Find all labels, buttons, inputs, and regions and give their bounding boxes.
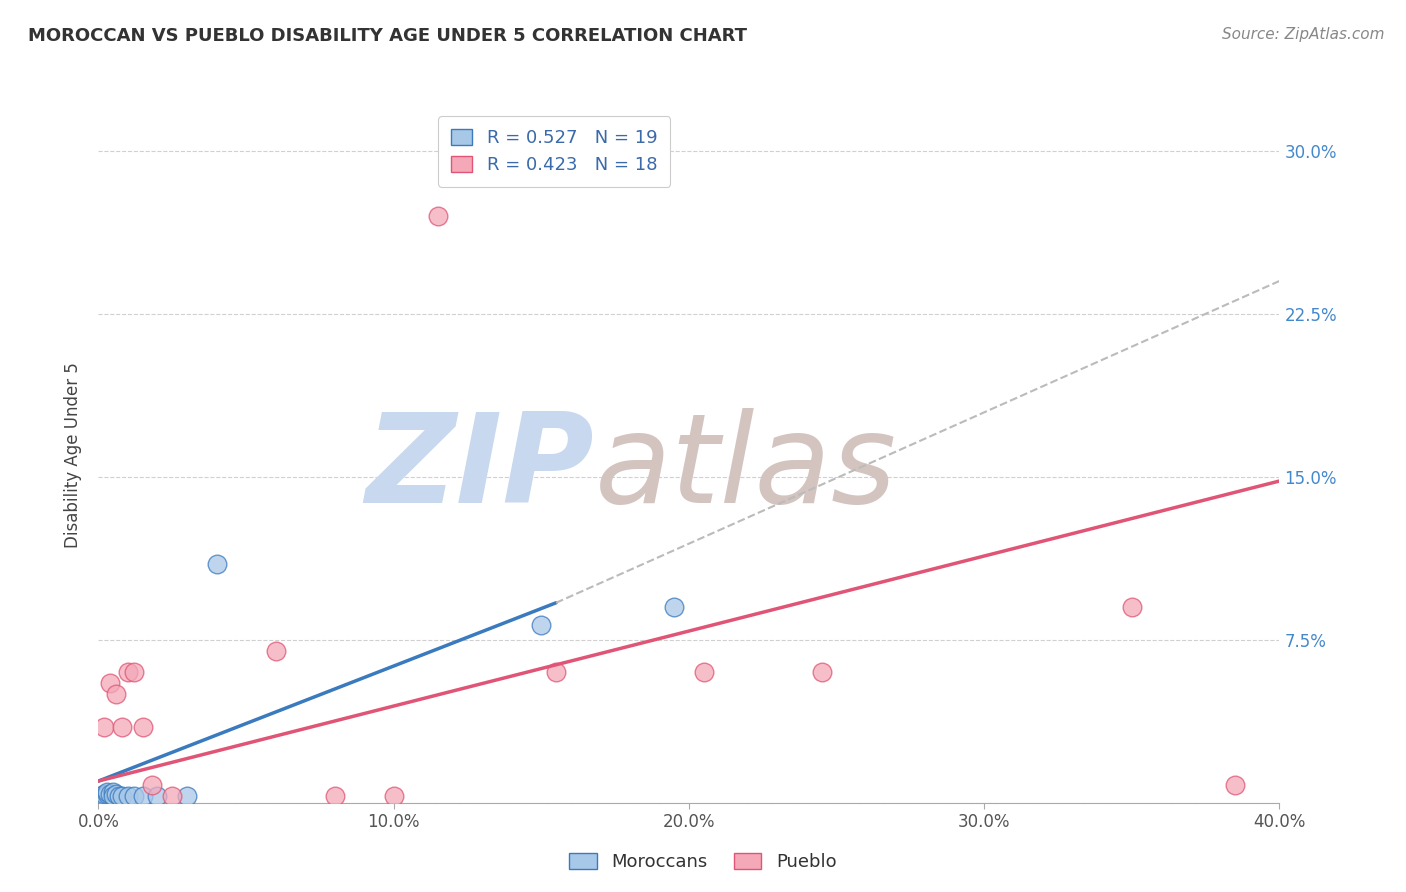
Point bbox=[323, 789, 346, 804]
Point bbox=[117, 665, 139, 680]
Text: atlas: atlas bbox=[595, 409, 897, 529]
Point bbox=[98, 787, 121, 801]
Point bbox=[810, 665, 832, 680]
Point bbox=[96, 785, 118, 799]
Point bbox=[111, 720, 134, 734]
Point bbox=[427, 209, 450, 223]
Point bbox=[176, 789, 198, 804]
Point bbox=[93, 789, 115, 804]
Point bbox=[122, 789, 145, 804]
Point bbox=[93, 720, 115, 734]
Point bbox=[664, 600, 686, 615]
Point bbox=[108, 789, 131, 804]
Point bbox=[117, 789, 139, 804]
Point bbox=[146, 789, 169, 804]
Point bbox=[103, 789, 125, 804]
Point bbox=[264, 643, 287, 657]
Legend: R = 0.527   N = 19, R = 0.423   N = 18: R = 0.527 N = 19, R = 0.423 N = 18 bbox=[439, 116, 671, 187]
Point bbox=[93, 787, 115, 801]
Point bbox=[105, 787, 128, 801]
Legend: Moroccans, Pueblo: Moroccans, Pueblo bbox=[562, 846, 844, 879]
Point bbox=[96, 787, 118, 801]
Y-axis label: Disability Age Under 5: Disability Age Under 5 bbox=[65, 362, 83, 548]
Point bbox=[122, 665, 145, 680]
Text: Source: ZipAtlas.com: Source: ZipAtlas.com bbox=[1222, 27, 1385, 42]
Point bbox=[546, 665, 568, 680]
Point bbox=[105, 687, 128, 701]
Point bbox=[205, 557, 228, 571]
Point bbox=[1121, 600, 1143, 615]
Point bbox=[382, 789, 405, 804]
Point bbox=[132, 720, 155, 734]
Point bbox=[1223, 778, 1246, 792]
Point bbox=[132, 789, 155, 804]
Point bbox=[530, 617, 553, 632]
Point bbox=[98, 676, 121, 690]
Point bbox=[141, 778, 163, 792]
Point bbox=[111, 789, 134, 804]
Text: MOROCCAN VS PUEBLO DISABILITY AGE UNDER 5 CORRELATION CHART: MOROCCAN VS PUEBLO DISABILITY AGE UNDER … bbox=[28, 27, 747, 45]
Point bbox=[162, 789, 183, 804]
Point bbox=[693, 665, 716, 680]
Point bbox=[103, 785, 125, 799]
Text: ZIP: ZIP bbox=[366, 409, 595, 529]
Point bbox=[90, 789, 112, 804]
